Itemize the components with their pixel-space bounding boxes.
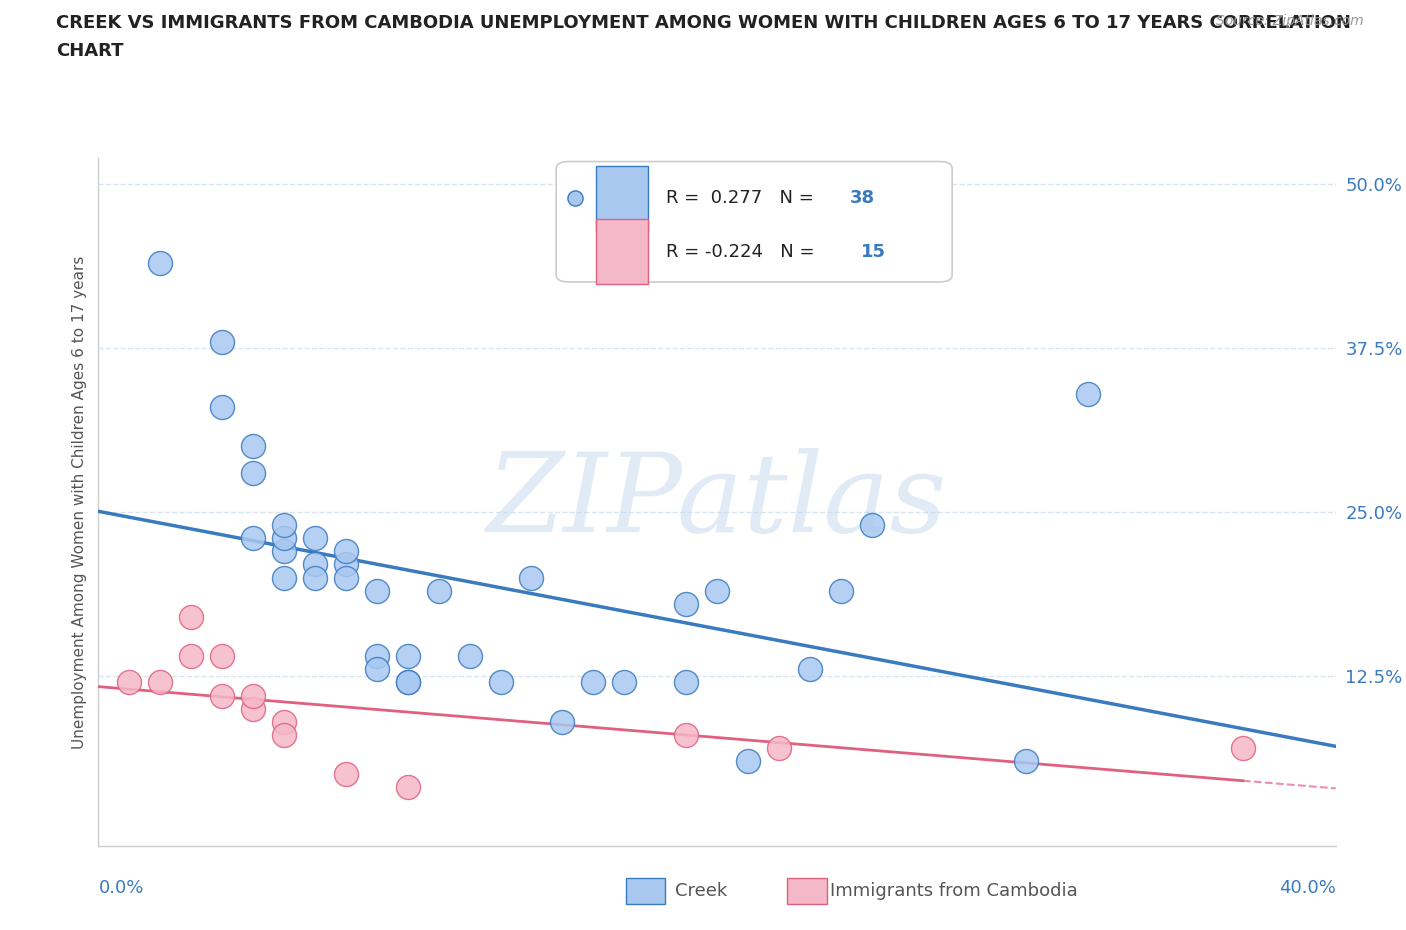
Point	[551, 714, 574, 729]
Point	[1077, 387, 1099, 402]
Point	[1015, 753, 1038, 768]
Point	[366, 583, 388, 598]
Point	[860, 518, 883, 533]
Point	[335, 557, 357, 572]
Point	[737, 753, 759, 768]
FancyBboxPatch shape	[596, 219, 648, 285]
Point	[582, 675, 605, 690]
Point	[366, 662, 388, 677]
Text: Creek: Creek	[675, 882, 727, 900]
Point	[396, 649, 419, 664]
Point	[799, 662, 821, 677]
Point	[489, 675, 512, 690]
Point	[211, 649, 233, 664]
Point	[211, 688, 233, 703]
Point	[458, 649, 481, 664]
Point	[211, 400, 233, 415]
Point	[118, 675, 141, 690]
Point	[396, 675, 419, 690]
Point	[335, 544, 357, 559]
Point	[830, 583, 852, 598]
Point	[180, 649, 202, 664]
Point	[304, 531, 326, 546]
Point	[242, 439, 264, 454]
Point	[149, 256, 172, 271]
Point	[396, 780, 419, 795]
Text: 15: 15	[860, 243, 886, 260]
Point	[242, 701, 264, 716]
Text: Source: ZipAtlas.com: Source: ZipAtlas.com	[1216, 14, 1364, 28]
Point	[768, 740, 790, 755]
Point	[675, 675, 697, 690]
Point	[180, 609, 202, 624]
Text: ZIPatlas: ZIPatlas	[486, 448, 948, 556]
Point	[304, 570, 326, 585]
Point	[1232, 740, 1254, 755]
Point	[675, 727, 697, 742]
Point	[242, 465, 264, 480]
Point	[396, 675, 419, 690]
Point	[273, 531, 295, 546]
Point	[273, 544, 295, 559]
Point	[304, 557, 326, 572]
Text: 40.0%: 40.0%	[1279, 879, 1336, 897]
FancyBboxPatch shape	[557, 162, 952, 282]
Point	[149, 675, 172, 690]
Point	[242, 531, 264, 546]
Point	[613, 675, 636, 690]
Text: CREEK VS IMMIGRANTS FROM CAMBODIA UNEMPLOYMENT AMONG WOMEN WITH CHILDREN AGES 6 : CREEK VS IMMIGRANTS FROM CAMBODIA UNEMPL…	[56, 14, 1351, 32]
Point	[273, 727, 295, 742]
Text: R = -0.224   N =: R = -0.224 N =	[666, 243, 821, 260]
Y-axis label: Unemployment Among Women with Children Ages 6 to 17 years: Unemployment Among Women with Children A…	[72, 256, 87, 749]
Point	[242, 688, 264, 703]
Point	[520, 570, 543, 585]
Point	[335, 766, 357, 781]
Text: R =  0.277   N =: R = 0.277 N =	[666, 190, 820, 207]
Point	[211, 334, 233, 349]
Point	[366, 649, 388, 664]
Text: 38: 38	[849, 190, 875, 207]
Text: CHART: CHART	[56, 42, 124, 60]
Point	[675, 596, 697, 611]
Text: Immigrants from Cambodia: Immigrants from Cambodia	[830, 882, 1077, 900]
Point	[335, 570, 357, 585]
Point	[427, 583, 450, 598]
Point	[706, 583, 728, 598]
Point	[273, 518, 295, 533]
Text: 0.0%: 0.0%	[98, 879, 143, 897]
Point	[273, 570, 295, 585]
FancyBboxPatch shape	[596, 166, 648, 231]
Point	[273, 714, 295, 729]
